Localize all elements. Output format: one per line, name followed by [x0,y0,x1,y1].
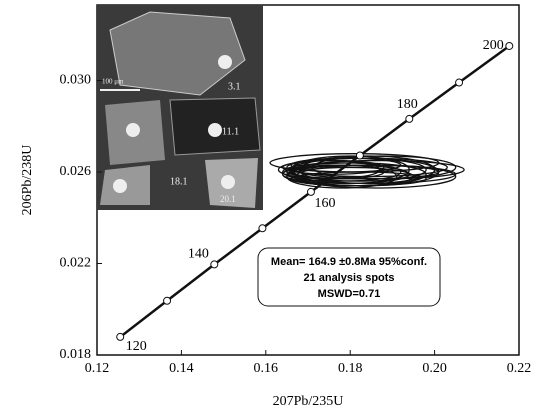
annotation: Mean= 164.9 ±0.8Ma 95%conf. [271,256,427,268]
age-marker [406,115,413,122]
y-tick-label: 0.030 [60,73,92,88]
spot-label: 18.1 [170,176,188,187]
spot [218,55,232,69]
age-label: 160 [314,196,335,211]
age-label: 120 [126,339,147,354]
annotation: MSWD=0.71 [318,288,381,300]
x-tick-label: 0.14 [169,361,194,376]
age-marker [164,297,171,304]
age-marker [259,225,266,232]
spot [221,175,235,189]
annotation: 21 analysis spots [303,272,394,284]
spot-label: 3.1 [228,81,241,92]
x-tick-label: 0.12 [85,361,110,376]
age-marker [506,42,513,49]
scale-label: 100 μm [102,78,124,86]
age-label: 180 [397,97,418,112]
age-label: 140 [188,247,209,262]
y-tick-label: 0.022 [60,256,92,271]
x-axis-label: 207Pb/235U [273,394,344,409]
y-axis-label: 206Pb/238U [20,145,35,216]
age-marker [117,333,124,340]
spot-label: 20.1 [220,194,236,204]
x-tick-label: 0.16 [254,361,279,376]
y-tick-label: 0.018 [60,347,92,362]
spot [126,123,140,137]
x-tick-label: 0.18 [338,361,363,376]
spot [113,179,127,193]
age-marker [307,188,314,195]
age-label: 200 [483,38,504,53]
chart: 100 μm 3.1 11.1 18.1 20.1 Mean= 164.9 ±0… [0,0,548,412]
spot [208,123,222,137]
x-tick-label: 0.22 [507,361,532,376]
inset-photo: 100 μm 3.1 11.1 18.1 20.1 [97,5,263,210]
age-marker [211,261,218,268]
age-marker [356,152,363,159]
age-marker [456,79,463,86]
y-tick-label: 0.026 [60,164,92,179]
x-tick-label: 0.20 [422,361,447,376]
spot-label: 11.1 [222,126,239,137]
